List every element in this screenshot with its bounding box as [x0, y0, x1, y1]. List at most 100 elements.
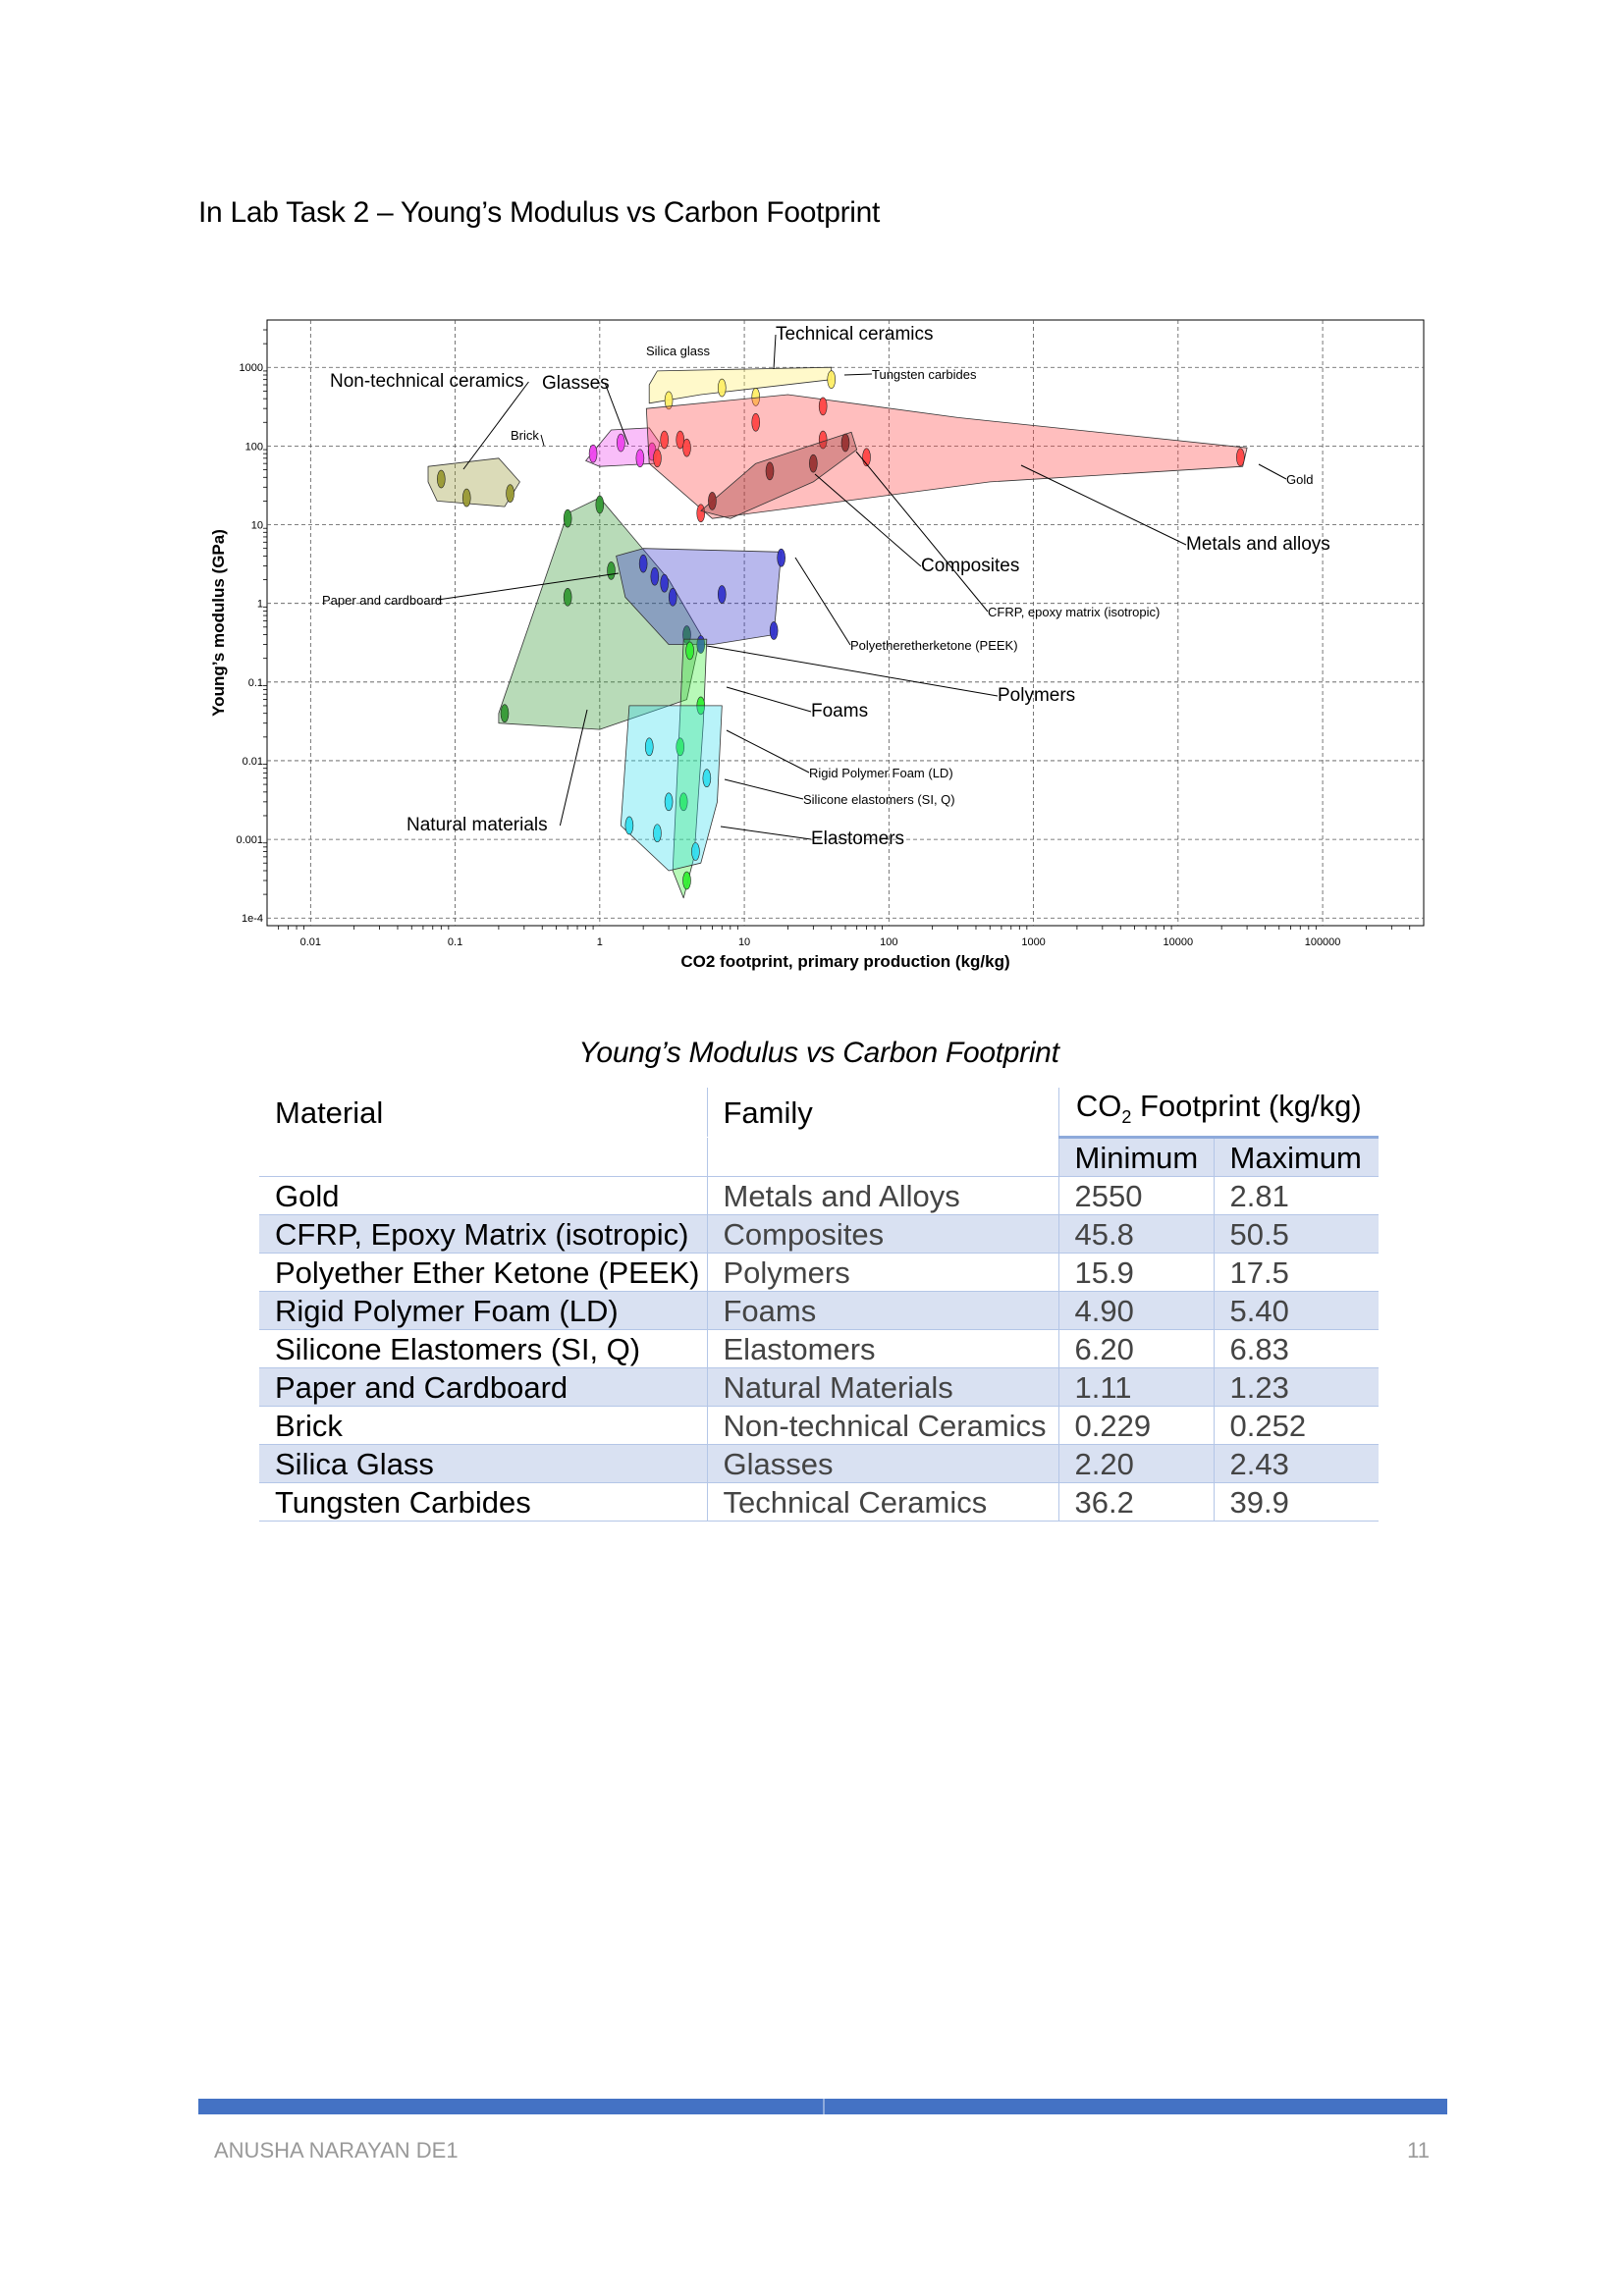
family-envelope [427, 457, 520, 507]
annotation-label: Paper and cardboard [322, 593, 442, 608]
y-tick-label: 0.1 [248, 677, 263, 689]
cell-minimum: 2550 [1057, 1176, 1214, 1216]
y-tick-label: 1 [257, 599, 263, 611]
cell-maximum: 1.23 [1213, 1367, 1380, 1408]
table-row: CFRP, Epoxy Matrix (isotropic) Composites… [259, 1214, 1380, 1255]
material-point [461, 488, 471, 507]
annotation-leader [462, 381, 529, 470]
annotation-leader [1258, 463, 1287, 480]
annotation-leader [724, 778, 804, 800]
material-point [500, 704, 510, 723]
material-point [653, 824, 662, 843]
table-row: Tungsten Carbides Technical Ceramics 36.2 3… [259, 1482, 1380, 1522]
material-point [696, 504, 706, 523]
plot-frame [266, 319, 1425, 927]
cell-material: Silicone Elastomers (SI, Q) [259, 1329, 707, 1369]
x-tick-label: 1000 [1021, 936, 1045, 948]
material-point [588, 444, 598, 463]
material-point [682, 871, 691, 890]
cell-material: Tungsten Carbides [259, 1482, 707, 1522]
x-tick-label: 10000 [1164, 936, 1194, 948]
annotation-label: Silica glass [646, 344, 711, 358]
cell-minimum: 15.9 [1057, 1253, 1214, 1293]
material-point [818, 397, 828, 416]
annotation-leader [726, 686, 812, 713]
y-tick-label: 1e-4 [242, 913, 263, 925]
y-tick-label: 0.01 [243, 756, 263, 768]
material-point [702, 769, 712, 788]
material-point [664, 391, 674, 410]
cell-maximum: 5.40 [1213, 1291, 1380, 1331]
material-point [678, 792, 688, 812]
annotation-label: Polyetheretherketone (PEEK) [850, 638, 1018, 653]
annotation-label: Non-technical ceramics [330, 371, 523, 392]
cell-maximum: 39.9 [1213, 1482, 1380, 1522]
footer-page-number: 11 [1407, 2138, 1430, 2163]
annotation-label: Foams [811, 701, 868, 721]
x-tick-label: 100000 [1305, 936, 1341, 948]
cell-minimum: 0.229 [1057, 1406, 1214, 1446]
header-co2-prefix: CO [1075, 1089, 1122, 1123]
annotation-leader [720, 826, 812, 840]
cell-maximum: 2.43 [1213, 1444, 1380, 1484]
cell-maximum: 50.5 [1213, 1214, 1380, 1255]
page-heading: In Lab Task 2 – Young’s Modulus vs Carbo… [198, 196, 881, 229]
annotation-leader [1020, 464, 1187, 546]
family-envelope [498, 497, 702, 730]
cell-maximum: 6.83 [1213, 1329, 1380, 1369]
cell-minimum: 2.20 [1057, 1444, 1214, 1484]
material-point [624, 816, 634, 835]
family-envelope [645, 394, 1248, 519]
cell-family: Elastomers [706, 1329, 1058, 1369]
annotation-label: Elastomers [811, 828, 904, 849]
x-tick-label: 100 [880, 936, 897, 948]
material-point [653, 449, 662, 468]
table-row: Polyether Ether Ketone (PEEK) Polymers 15.… [259, 1253, 1380, 1293]
header-material: Material [259, 1088, 707, 1139]
material-point [617, 433, 625, 453]
annotation-label: Metals and alloys [1186, 534, 1330, 555]
header-co2-suffix: Footprint (kg/kg) [1131, 1089, 1362, 1123]
ashby-chart: 0.01 0.1 1 10 100 1000 10000 100000 1e-4 0.001 0.0… [196, 312, 1443, 999]
material-point [668, 588, 677, 607]
table-row: Paper and Cardboard Natural Materials 1.11… [259, 1367, 1380, 1408]
x-axis-label: CO2 footprint, primary production (kg/kg… [680, 952, 1009, 971]
material-point [685, 641, 694, 661]
annotation-leader [814, 473, 922, 567]
y-tick-label: 1000 [240, 362, 263, 374]
table-caption: Young’s Modulus vs Carbon Footprint [578, 1037, 1059, 1069]
table-row: Brick Non-technical Ceramics 0.229 0.252 [259, 1406, 1380, 1446]
material-point [437, 469, 446, 489]
cell-maximum: 17.5 [1213, 1253, 1380, 1293]
material-point [769, 621, 779, 640]
material-point [638, 554, 648, 573]
annotation-label: Composites [921, 556, 1019, 576]
annotation-leader [604, 383, 629, 446]
material-point [717, 378, 727, 398]
annotation-leader [855, 451, 989, 613]
material-point [840, 433, 850, 453]
cell-family: Foams [706, 1291, 1058, 1331]
header-family: Family [706, 1088, 1058, 1139]
cell-maximum: 2.81 [1213, 1176, 1380, 1216]
annotation-leader [540, 434, 545, 447]
cell-maximum: 0.252 [1213, 1406, 1380, 1446]
cell-family: Technical Ceramics [706, 1482, 1058, 1522]
x-tick-label: 1 [597, 936, 603, 948]
header-co2: CO2 Footprint (kg/kg) [1057, 1088, 1380, 1140]
table-row: Silica Glass Glasses 2.20 2.43 [259, 1444, 1380, 1484]
material-point [506, 484, 514, 503]
material-point [809, 454, 818, 473]
material-point [691, 842, 700, 861]
header-co2-sub: 2 [1121, 1107, 1132, 1128]
cell-material: Gold [259, 1176, 707, 1216]
annotation-leader [843, 373, 873, 376]
footer-author: ANUSHA NARAYAN DE1 [214, 2138, 459, 2163]
y-tick-label: 100 [245, 441, 263, 453]
cell-family: Metals and Alloys [706, 1176, 1058, 1216]
annotation-label: Silicone elastomers (SI, Q) [803, 792, 955, 807]
subheader-blank [706, 1137, 1058, 1178]
annotation-label: Rigid Polymer Foam (LD) [809, 766, 953, 780]
cell-minimum: 45.8 [1057, 1214, 1214, 1255]
material-point [644, 737, 654, 757]
